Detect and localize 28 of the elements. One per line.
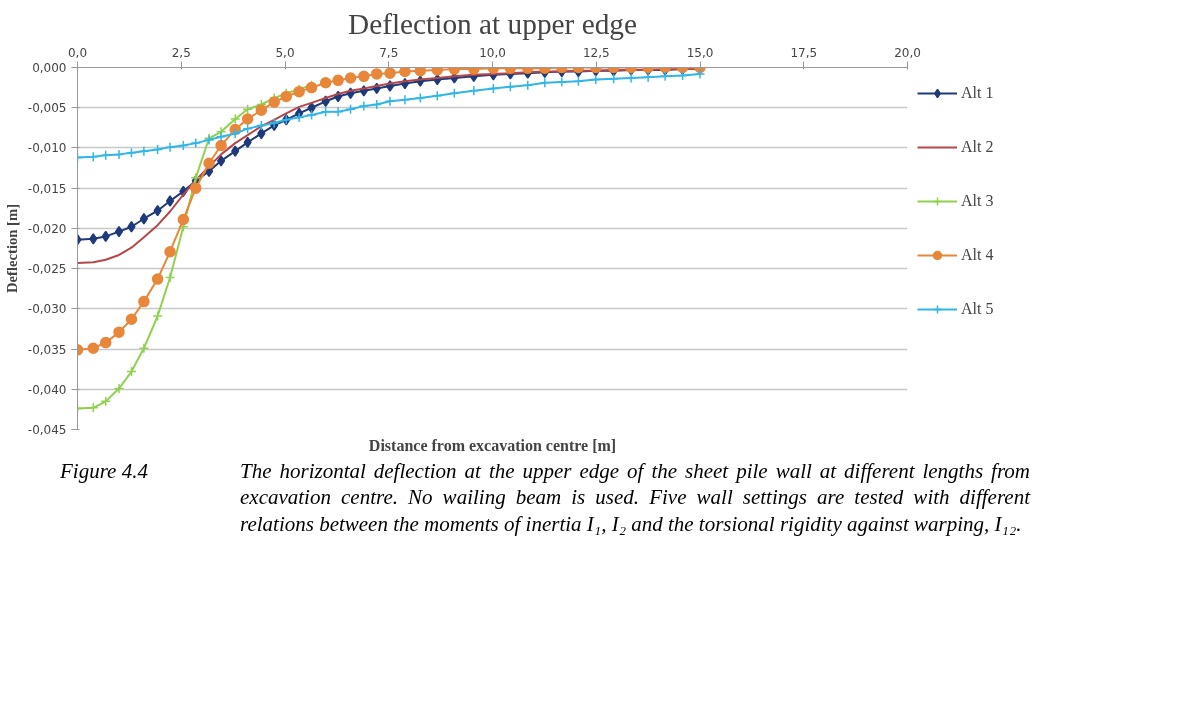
text: Figure 4.4 The horizontal deflection at the upper edge of the sheet pile wall at different lengths from excavation centre. No wailing beam is used. Five wall settings are tested with different relations between the moments of inertia I₁, I₂ and the torsional rigidity against warping, I₁₂. bbox=[60, 459, 1030, 536]
legend-label: Alt 5 bbox=[961, 300, 994, 318]
legend-label: Alt 1 bbox=[961, 84, 994, 102]
x-tick-label: 10,0 bbox=[479, 45, 506, 60]
x-tick-label: 12,5 bbox=[582, 45, 610, 60]
legend-label: Alt 3 bbox=[961, 192, 994, 210]
x-tick-label: 17,5 bbox=[790, 45, 818, 60]
y-axis-title: Deflection [m] bbox=[3, 203, 20, 294]
x-tick-label: 20,0 bbox=[894, 45, 921, 60]
x-tick-label: 5,0 bbox=[275, 45, 295, 60]
x-axis-title: Distance from excavation centre [m] bbox=[368, 436, 617, 454]
y-tick-label: -0,005 bbox=[27, 101, 67, 116]
legend-label: Alt 2 bbox=[961, 138, 994, 156]
x-tick-label: 0,0 bbox=[67, 45, 88, 60]
y-tick-label: -0,040 bbox=[27, 382, 67, 397]
y-tick-label: -0,020 bbox=[27, 221, 67, 236]
x-tick-label: 7,5 bbox=[379, 45, 399, 60]
x-tick-label: 2,5 bbox=[171, 45, 191, 60]
y-tick-label: -0,045 bbox=[27, 423, 67, 437]
y-tick-label: -0,010 bbox=[27, 141, 67, 156]
y-tick-label: -0,035 bbox=[27, 342, 67, 357]
y-tick-label: -0,025 bbox=[27, 262, 67, 277]
y-tick-label: 0,000 bbox=[32, 61, 67, 75]
chart-title: Deflection at upper edge bbox=[347, 7, 638, 40]
x-tick-label: 15,0 bbox=[686, 45, 714, 60]
y-tick-label: -0,015 bbox=[27, 181, 67, 196]
y-tick-label: -0,030 bbox=[27, 302, 67, 317]
legend-label: Alt 4 bbox=[961, 246, 994, 264]
